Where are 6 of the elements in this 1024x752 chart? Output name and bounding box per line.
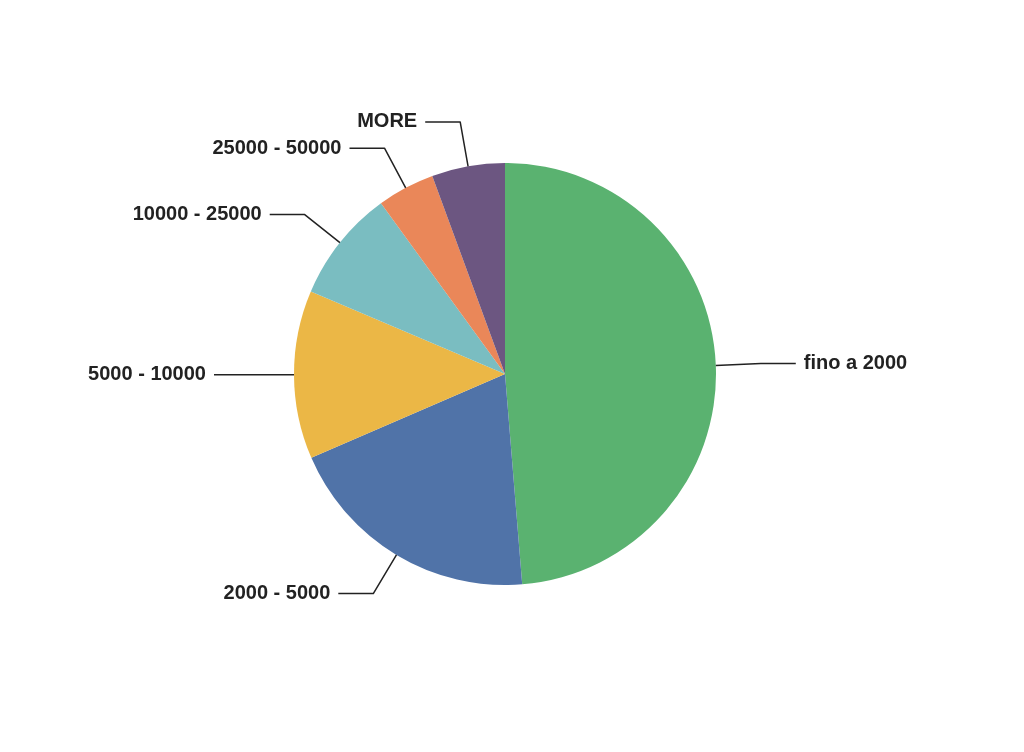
slice-label: 10000 - 25000 (132, 202, 262, 225)
slice-label: 2000 - 5000 (223, 581, 331, 604)
slice-label: 25000 - 50000 (212, 135, 342, 158)
slice-label: fino a 2000 (803, 351, 908, 374)
slice-label: MORE (357, 109, 418, 132)
slice-label: 5000 - 10000 (88, 362, 206, 385)
